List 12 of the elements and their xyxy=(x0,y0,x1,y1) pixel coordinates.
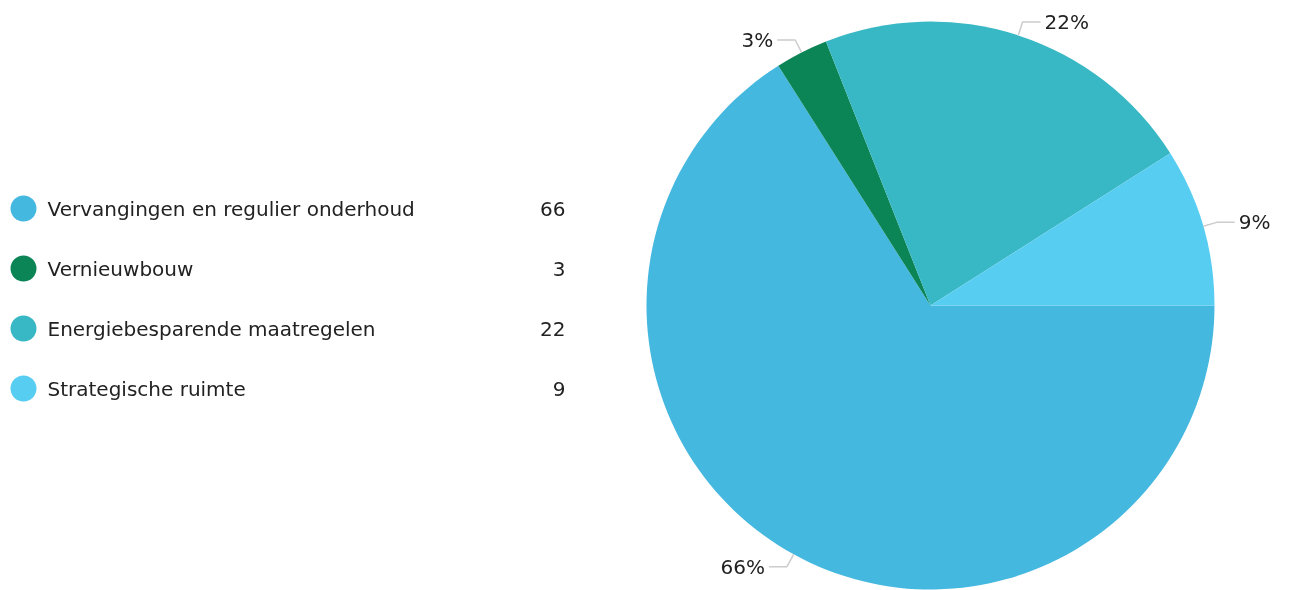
legend-label: Vervangingen en regulier onderhoud xyxy=(47,196,415,221)
data-label: 22% xyxy=(1044,10,1090,35)
data-label: 9% xyxy=(1238,210,1271,235)
legend-label: Strategische ruimte xyxy=(47,376,246,401)
legend-label: Vernieuwbouw xyxy=(47,256,194,281)
data-label: 66% xyxy=(720,554,765,579)
text: 9 xyxy=(552,376,566,401)
text: 22 xyxy=(540,316,566,341)
data-label: 3% xyxy=(741,27,774,52)
text: 3 xyxy=(552,256,566,281)
legend-label: Energiebesparende maatregelen xyxy=(47,316,376,341)
text: 66 xyxy=(540,196,566,221)
